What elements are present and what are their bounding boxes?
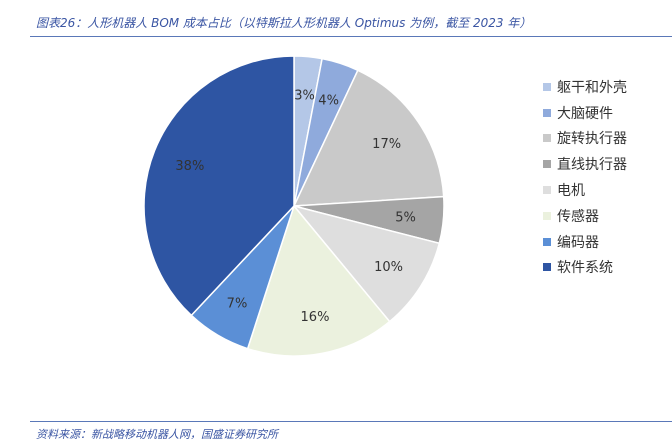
legend-label: 软件系统 (557, 260, 613, 277)
legend-label: 旋转执行器 (557, 131, 627, 148)
chart-legend: 躯干和外壳大脑硬件旋转执行器直线执行器电机传感器编码器软件系统 (543, 74, 627, 280)
pie-slice-4 (291, 204, 441, 323)
data-label-7: 38% (175, 159, 204, 174)
legend-swatch (543, 160, 551, 169)
legend-item-7: 软件系统 (543, 255, 627, 281)
legend-label: 大脑硬件 (557, 105, 613, 122)
data-label-3: 5% (395, 211, 416, 226)
legend-label: 传感器 (557, 208, 599, 225)
legend-label: 直线执行器 (557, 157, 627, 174)
legend-swatch (543, 82, 551, 91)
data-label-5: 16% (301, 310, 330, 325)
legend-swatch (543, 263, 551, 272)
data-label-0: 3% (294, 88, 315, 103)
top-divider (30, 36, 672, 37)
legend-item-5: 传感器 (543, 203, 627, 229)
pie-slices (143, 55, 445, 357)
data-label-4: 10% (374, 260, 403, 275)
chart-title: 图表26：人形机器人 BOM 成本占比（以特斯拉人形机器人 Optimus 为例… (36, 16, 532, 30)
legend-item-3: 直线执行器 (543, 151, 627, 177)
legend-swatch (543, 134, 551, 143)
source-note: 资料来源：新战略移动机器人网，国盛证券研究所 (36, 428, 278, 441)
data-label-6: 7% (227, 296, 248, 311)
data-label-1: 4% (318, 93, 339, 108)
pie-slice-7 (143, 55, 295, 317)
legend-item-4: 电机 (543, 177, 627, 203)
pie-slice-2 (292, 69, 445, 207)
legend-swatch (543, 237, 551, 246)
legend-swatch (543, 211, 551, 220)
legend-label: 电机 (557, 183, 585, 200)
pie-slice-5 (246, 204, 391, 357)
legend-label: 躯干和外壳 (557, 79, 627, 96)
bottom-divider (30, 421, 672, 422)
legend-label: 编码器 (557, 234, 599, 251)
pie-data-labels: 3% 4% 17% 5% 10% 16% 7% 38% (175, 88, 415, 325)
legend-item-0: 躯干和外壳 (543, 74, 627, 100)
legend-swatch (543, 108, 551, 117)
legend-item-1: 大脑硬件 (543, 100, 627, 126)
legend-item-6: 编码器 (543, 229, 627, 255)
legend-swatch (543, 186, 551, 195)
data-label-2: 17% (372, 137, 401, 152)
legend-item-2: 旋转执行器 (543, 126, 627, 152)
